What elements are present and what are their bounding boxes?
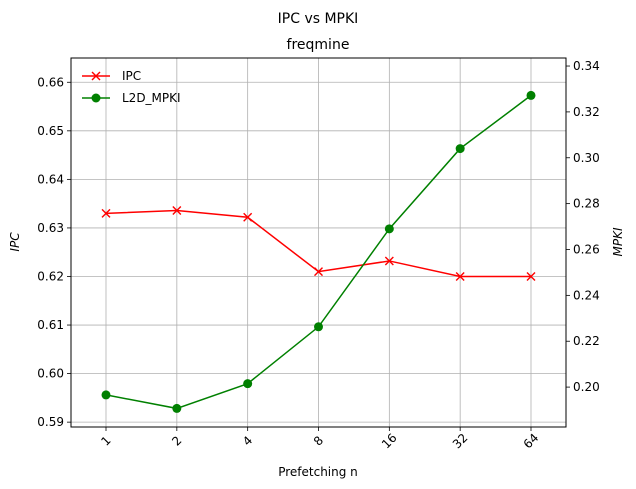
y-left-tick-label: 0.62 (37, 269, 64, 283)
y-right-tick-label: 0.26 (573, 242, 600, 256)
y-left-tick-label: 0.65 (37, 124, 64, 138)
data-point-l2d-mpki (384, 224, 394, 234)
x-axis: 1 2 4 8 16 32 64 (98, 427, 541, 451)
data-point-ipc (455, 271, 465, 281)
y-axis-left: 0.59 0.60 0.61 0.62 0.63 0.64 0.65 0.66 (37, 75, 71, 429)
x-axis-label: Prefetching n (278, 465, 358, 479)
legend-marker (91, 71, 101, 81)
y-axis-right-label: MPKI (611, 227, 625, 256)
x-tick-label: 32 (450, 431, 471, 452)
data-point-ipc (526, 271, 536, 281)
y-axis-left-label: IPC (8, 232, 22, 252)
y-axis-right: 0.20 0.22 0.24 0.26 0.28 0.30 0.32 0.34 (566, 59, 600, 394)
y-left-tick-label: 0.63 (37, 221, 64, 235)
data-point-ipc (101, 208, 111, 218)
data-point-l2d-mpki (455, 144, 465, 154)
y-left-tick-label: 0.66 (37, 75, 64, 89)
chart-title: freqmine (287, 37, 350, 53)
series-layer (101, 90, 536, 413)
y-left-tick-label: 0.61 (37, 318, 64, 332)
grid-lines (71, 58, 566, 427)
data-point-ipc (314, 267, 323, 277)
data-point-l2d-mpki (526, 90, 536, 100)
y-right-tick-label: 0.30 (573, 151, 600, 165)
y-left-tick-label: 0.59 (37, 415, 64, 429)
y-right-tick-label: 0.24 (573, 288, 600, 302)
data-point-l2d-mpki (314, 322, 323, 332)
y-right-tick-label: 0.34 (573, 59, 600, 73)
data-point-l2d-mpki (243, 379, 253, 389)
y-left-tick-label: 0.60 (37, 367, 64, 381)
legend-label: IPC (122, 69, 141, 83)
data-point-ipc (384, 256, 394, 266)
legend-marker (91, 93, 101, 103)
x-tick-label: 64 (521, 431, 542, 452)
x-tick-label: 8 (311, 433, 326, 448)
data-point-ipc (243, 212, 253, 222)
x-tick-label: 1 (98, 433, 113, 448)
y-right-tick-label: 0.32 (573, 105, 600, 119)
legend: IPC L2D_MPKI (82, 69, 181, 105)
y-left-tick-label: 0.64 (37, 172, 64, 186)
data-point-l2d-mpki (172, 403, 182, 413)
data-point-ipc (172, 205, 182, 215)
x-tick-label: 4 (240, 433, 255, 448)
y-right-tick-label: 0.22 (573, 334, 600, 348)
y-right-tick-label: 0.28 (573, 197, 600, 211)
x-tick-label: 16 (379, 431, 400, 452)
chart-suptitle: IPC vs MPKI (278, 11, 359, 27)
data-point-l2d-mpki (101, 390, 111, 400)
y-right-tick-label: 0.20 (573, 380, 600, 394)
x-tick-label: 2 (169, 433, 184, 448)
legend-label: L2D_MPKI (122, 91, 181, 105)
